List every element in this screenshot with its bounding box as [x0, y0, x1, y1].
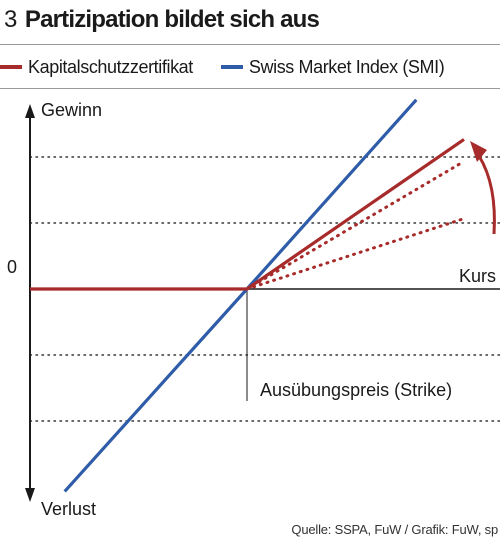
y-axis-arrow-up: [25, 104, 35, 118]
y-label-gain: Gewinn: [41, 100, 102, 120]
figure-title: 3 Partizipation bildet sich aus: [4, 6, 320, 38]
grid-layer: [29, 156, 500, 422]
y-axis-arrow-down: [25, 488, 35, 502]
series-variant-dotted-1: [245, 217, 466, 291]
title-divider: [0, 44, 500, 45]
series-line-certificate: [30, 138, 465, 291]
source-note: Quelle: SSPA, FuW / Grafik: FuW, sp: [291, 522, 498, 537]
legend-divider: [0, 88, 500, 89]
legend-swatch-certificate: [0, 65, 22, 69]
legend-label-smi: Swiss Market Index (SMI): [248, 56, 445, 77]
series-variant-dotted-0: [245, 159, 466, 291]
legend-label-certificate: Kapitalschutzzertifikat: [28, 56, 193, 77]
strike-label: Ausübungspreis (Strike): [260, 380, 452, 400]
legend-swatch-smi: [220, 65, 243, 69]
legend-item-smi: Swiss Market Index (SMI): [220, 56, 445, 78]
y-zero-label: 0: [7, 257, 17, 277]
participation-arrow-head-icon: [470, 141, 487, 162]
x-label-kurs: Kurs: [459, 266, 496, 286]
y-label-loss: Verlust: [41, 499, 96, 519]
legend: Kapitalschutzzertifikat Swiss Market Ind…: [0, 56, 472, 78]
figure-title-text: Partizipation bildet sich aus: [24, 6, 320, 33]
axis-layer: Gewinn Verlust 0 Kurs Ausübungspreis (St…: [7, 100, 500, 519]
legend-item-certificate: Kapitalschutzzertifikat: [0, 57, 193, 78]
series-line-smi: [63, 98, 418, 493]
participation-arrow-icon: [477, 155, 496, 235]
figure-number: 3: [4, 6, 17, 33]
series-layer: [30, 98, 466, 493]
